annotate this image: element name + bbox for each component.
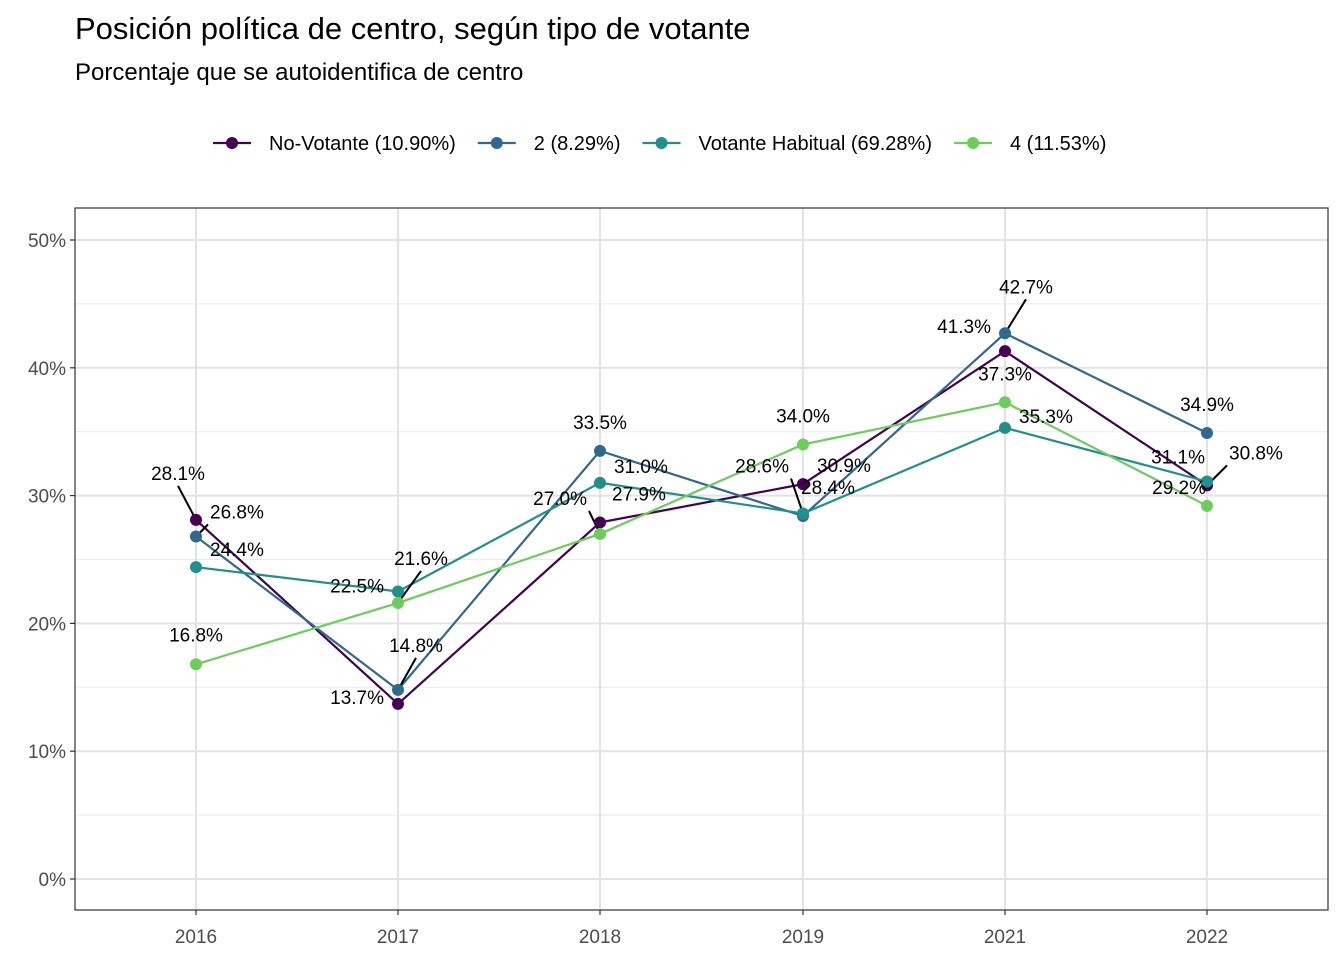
y-tick-label: 40% <box>28 359 66 380</box>
data-point <box>392 697 404 710</box>
legend: No-Votante (10.90%) 2 (8.29%) Votante Habi… <box>213 133 1106 155</box>
data-label: 22.5% <box>330 576 384 597</box>
data-point <box>797 507 809 520</box>
data-label: 42.7% <box>999 277 1053 298</box>
data-label: 26.8% <box>210 502 264 523</box>
x-tick-label: 2022 <box>1186 927 1228 948</box>
data-point <box>190 530 202 543</box>
legend-key-point <box>226 137 238 149</box>
series-lines <box>195 331 1208 706</box>
grid <box>75 208 1328 910</box>
data-point <box>594 476 606 489</box>
data-point <box>190 513 202 526</box>
data-label: 28.4% <box>801 478 855 499</box>
data-point <box>594 444 606 457</box>
data-label: 21.6% <box>394 549 448 570</box>
data-point <box>1201 426 1213 439</box>
data-point <box>999 421 1011 434</box>
data-point <box>392 683 404 696</box>
data-label: 16.8% <box>169 625 223 646</box>
x-tick-label: 2017 <box>377 927 419 948</box>
legend-label: Votante Habitual (69.28%) <box>699 133 933 155</box>
data-labels: 28.1% 13.7% 27.9% 30.9% 41.3% 30.8% 26.8% 14.8%… <box>151 277 1283 709</box>
data-label: 14.8% <box>389 636 443 657</box>
data-point <box>594 516 606 529</box>
data-label: 34.9% <box>1180 395 1234 416</box>
x-tick-label: 2018 <box>579 927 621 948</box>
legend-label: No-Votante (10.90%) <box>269 133 456 155</box>
y-tick-label: 50% <box>28 231 66 252</box>
series-line <box>195 349 1208 706</box>
y-tick-label: 20% <box>28 614 66 635</box>
data-label: 27.0% <box>533 489 587 510</box>
data-point <box>999 396 1011 409</box>
label-leader-line <box>397 570 422 604</box>
label-leader-line <box>177 485 197 521</box>
data-label: 35.3% <box>1019 407 1073 428</box>
data-label: 27.9% <box>612 484 666 505</box>
legend-label: 2 (8.29%) <box>534 133 621 155</box>
y-tick-label: 30% <box>28 487 66 508</box>
label-leaders <box>177 298 1228 691</box>
data-label: 34.0% <box>776 406 830 427</box>
y-tick-label: 10% <box>28 742 66 763</box>
chart-subtitle: Porcentaje que se autoidentifica de cent… <box>75 59 524 86</box>
panel-border <box>74 207 1329 911</box>
data-label: 41.3% <box>937 317 991 338</box>
chart-title: Posición política de centro, según tipo … <box>75 11 751 46</box>
data-label: 13.7% <box>330 688 384 709</box>
data-label: 33.5% <box>573 413 627 434</box>
data-point <box>190 561 202 574</box>
label-leader-line <box>1004 298 1027 334</box>
series-points <box>190 327 1213 710</box>
label-leader-line <box>790 478 804 514</box>
data-label: 30.9% <box>817 456 871 477</box>
data-label: 37.3% <box>978 364 1032 385</box>
data-point <box>392 585 404 598</box>
y-tick-label: 0% <box>39 870 67 891</box>
data-point <box>392 596 404 609</box>
series-line <box>195 401 1208 666</box>
data-label: 24.4% <box>210 540 264 561</box>
data-label: 30.8% <box>1229 443 1283 464</box>
legend-key-point <box>490 137 503 149</box>
data-point <box>594 527 606 540</box>
legend-key-point <box>967 137 979 149</box>
label-leader-line <box>397 657 417 691</box>
data-point <box>1201 499 1213 512</box>
x-tick-label: 2021 <box>984 927 1026 948</box>
axes: 0% 10% 20% 30% 40% 50% 2016 2017 2018 2019 2021 202… <box>28 231 1228 948</box>
data-label: 31.1% <box>1151 448 1205 469</box>
data-point <box>999 327 1011 340</box>
data-label: 28.6% <box>735 456 789 477</box>
x-tick-label: 2019 <box>782 927 824 948</box>
series-line <box>195 331 1208 692</box>
data-label: 29.2% <box>1152 478 1206 499</box>
data-point <box>999 345 1011 358</box>
legend-key-point <box>655 137 668 149</box>
data-label: 28.1% <box>151 464 205 485</box>
x-tick-label: 2016 <box>175 927 217 948</box>
data-point <box>797 438 809 451</box>
data-label: 31.0% <box>614 457 668 478</box>
series-line <box>195 426 1208 593</box>
data-point <box>797 478 809 491</box>
data-point <box>190 658 202 671</box>
data-point <box>1201 475 1213 488</box>
legend-label: 4 (11.53%) <box>1010 133 1106 155</box>
